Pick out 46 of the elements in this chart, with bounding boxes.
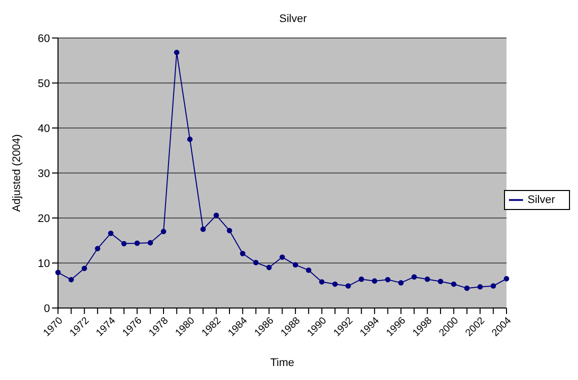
point bbox=[306, 268, 312, 273]
y-tick-label: 30 bbox=[38, 168, 50, 180]
point bbox=[253, 260, 259, 266]
point bbox=[424, 276, 430, 282]
point bbox=[214, 212, 219, 218]
point bbox=[477, 284, 483, 290]
point bbox=[134, 240, 140, 246]
point bbox=[82, 266, 88, 272]
x-axis-title: Time bbox=[270, 357, 294, 369]
legend-label: Silver bbox=[527, 194, 555, 206]
point bbox=[266, 264, 272, 270]
point bbox=[94, 246, 100, 252]
point bbox=[292, 262, 298, 268]
point bbox=[280, 254, 285, 260]
point bbox=[504, 276, 510, 282]
point bbox=[121, 240, 127, 246]
point bbox=[451, 281, 456, 287]
point bbox=[345, 283, 351, 289]
point bbox=[160, 228, 166, 234]
point bbox=[319, 279, 325, 285]
point bbox=[398, 280, 404, 286]
point bbox=[200, 226, 206, 232]
point bbox=[148, 240, 154, 246]
point bbox=[226, 228, 232, 234]
chart-title: Silver bbox=[278, 12, 308, 27]
point bbox=[68, 276, 74, 282]
point bbox=[332, 281, 338, 287]
point bbox=[464, 286, 470, 291]
point bbox=[372, 278, 378, 284]
y-axis-title: Adjusted (2004) bbox=[10, 134, 23, 212]
point bbox=[358, 276, 364, 282]
point bbox=[55, 270, 61, 276]
y-tick-label: 0 bbox=[44, 302, 50, 315]
point bbox=[174, 50, 180, 56]
y-tick-label: 20 bbox=[38, 212, 50, 225]
point bbox=[438, 278, 444, 284]
y-tick-label: 40 bbox=[38, 122, 50, 135]
point bbox=[187, 136, 193, 142]
y-tick-label: 50 bbox=[38, 78, 50, 90]
y-tick-label: 10 bbox=[38, 258, 50, 270]
point bbox=[490, 283, 496, 289]
point bbox=[240, 250, 246, 256]
point bbox=[385, 276, 390, 282]
point bbox=[108, 230, 114, 236]
point bbox=[411, 274, 417, 280]
y-tick-label: 60 bbox=[38, 32, 50, 45]
